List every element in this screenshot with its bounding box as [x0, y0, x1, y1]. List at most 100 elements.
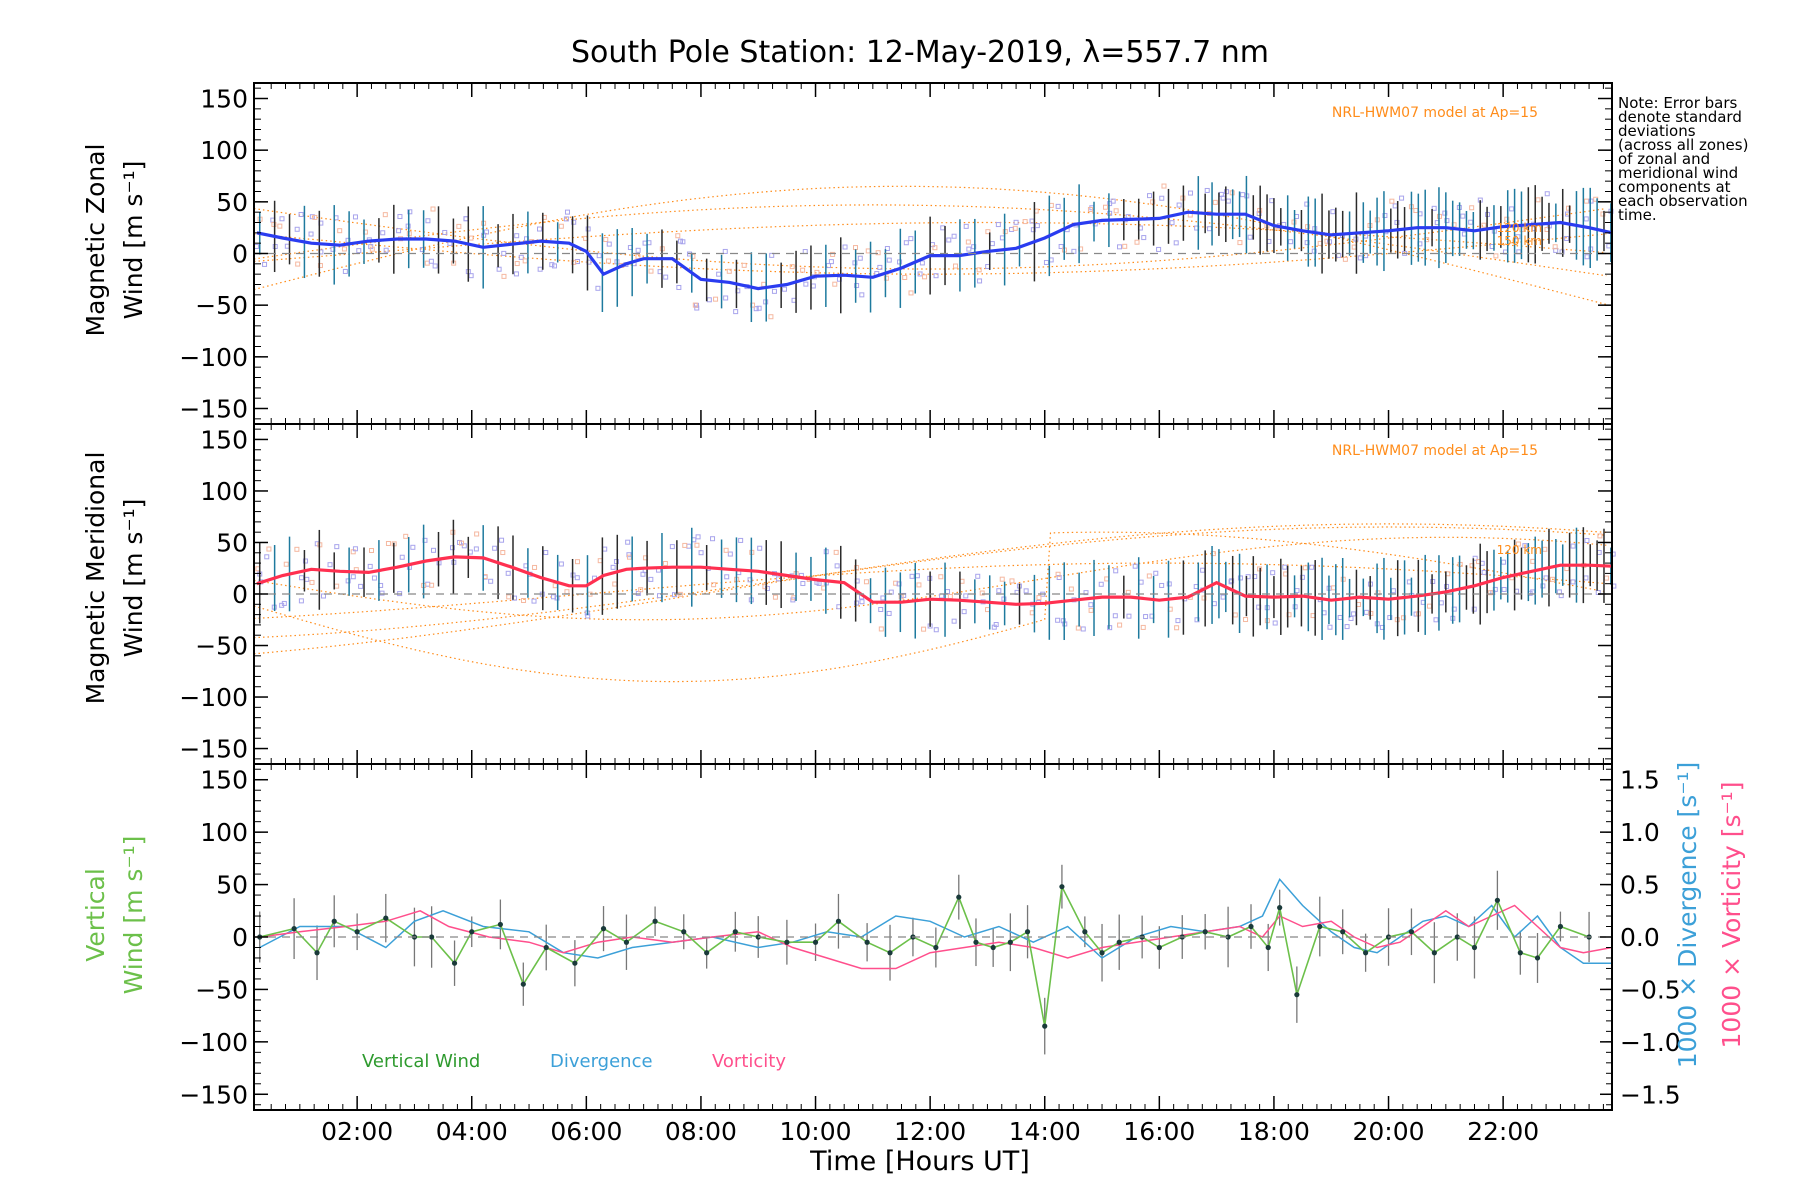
zone-point — [595, 285, 601, 291]
zone-point — [1444, 218, 1450, 224]
zone-point — [1600, 211, 1606, 217]
zone-point — [612, 581, 618, 587]
zone-point — [635, 247, 641, 253]
zonal-ylabel-line2: Wind [m s⁻¹] — [119, 161, 148, 320]
zone-point — [648, 268, 654, 274]
zone-point — [610, 564, 616, 570]
vertical-wind-point — [933, 944, 939, 951]
vertical-error-bars — [259, 864, 1590, 1055]
zone-point — [549, 262, 555, 268]
zone-point — [706, 297, 712, 303]
zone-point — [1431, 205, 1437, 211]
zone-point — [669, 544, 675, 550]
zone-point — [496, 266, 502, 272]
zone-point — [1382, 213, 1388, 219]
zone-point — [878, 606, 884, 612]
zone-point — [1542, 546, 1548, 552]
zone-point — [878, 626, 884, 632]
note-line: each observation — [1618, 192, 1748, 210]
vertical-wind-point — [291, 926, 297, 932]
zone-point — [710, 536, 716, 542]
zone-point — [1200, 567, 1206, 573]
meridional-model-label: NRL-HWM07 model at Ap=15 — [1332, 443, 1538, 459]
zone-point — [857, 255, 863, 261]
zonal-series — [256, 210, 1613, 291]
zone-point — [1247, 234, 1253, 240]
model-curve — [253, 562, 1607, 619]
zone-point — [756, 305, 762, 311]
zone-point — [1237, 240, 1243, 246]
zone-point — [385, 540, 391, 546]
zone-point — [711, 582, 717, 588]
vertical-wind-point — [784, 939, 790, 945]
zone-point — [757, 545, 763, 551]
zone-point — [1237, 575, 1243, 581]
zone-point — [262, 261, 268, 267]
zone-point — [886, 257, 892, 263]
zone-point — [1080, 626, 1086, 632]
zone-point — [821, 585, 827, 591]
zone-point — [1531, 226, 1537, 232]
zone-point — [397, 214, 403, 220]
zone-point — [695, 534, 701, 540]
zone-point — [330, 246, 336, 252]
y-tick-label: 150 — [200, 85, 248, 114]
zone-point — [1375, 590, 1381, 596]
zone-point — [461, 543, 467, 549]
vertical-wind-point — [1454, 934, 1460, 940]
zone-point — [537, 266, 543, 272]
zone-point — [875, 250, 881, 256]
zone-point — [266, 546, 272, 552]
vertical-wind-point — [1408, 929, 1415, 935]
zone-point — [886, 610, 892, 616]
vertical-wind-point — [1265, 944, 1271, 951]
vertical-wind-point — [704, 950, 710, 956]
zone-point — [724, 574, 730, 580]
zone-point — [694, 305, 700, 311]
zone-point — [1469, 205, 1475, 211]
zone-point — [603, 237, 609, 243]
zone-point — [1122, 243, 1128, 249]
zone-point — [716, 271, 722, 277]
zone-point — [473, 546, 479, 552]
zone-point — [908, 236, 914, 242]
zone-point — [995, 222, 1001, 228]
zone-point — [833, 549, 839, 555]
zone-point — [859, 292, 865, 298]
zone-point — [989, 241, 995, 247]
zone-point — [501, 273, 507, 279]
zone-point — [1522, 543, 1528, 549]
chart-title: South Pole Station: 12-May-2019, λ=557.7… — [571, 35, 1269, 70]
zone-point — [1535, 197, 1541, 203]
vorticity-line — [259, 904, 1613, 970]
zone-point — [966, 246, 972, 252]
zone-point — [429, 582, 435, 588]
zone-point — [680, 239, 686, 245]
zone-point — [854, 565, 860, 571]
zone-point — [1433, 617, 1439, 623]
zone-point — [294, 546, 300, 552]
vertical-wind-point — [990, 944, 996, 951]
zone-point — [1438, 600, 1444, 606]
zone-point — [1055, 617, 1061, 623]
zone-point — [431, 547, 437, 553]
zone-point — [299, 575, 305, 581]
zonal-model-label: NRL-HWM07 model at Ap=15 — [1332, 105, 1538, 121]
zone-point — [459, 540, 465, 546]
zone-point — [345, 237, 351, 243]
zone-point — [1225, 198, 1231, 204]
zone-point — [501, 250, 507, 256]
zone-point — [1504, 216, 1510, 222]
zonal-axes: 150 100 50 0 −50 −100 −150 — [179, 82, 1613, 425]
zone-point — [932, 245, 938, 251]
zone-point — [1169, 220, 1175, 226]
zonal-model-km-label: 120 km — [1497, 221, 1542, 235]
vertical-wind-point — [1517, 950, 1523, 956]
zone-point — [309, 579, 315, 585]
zone-point — [722, 248, 728, 254]
zone-point — [371, 575, 377, 581]
zone-point — [916, 582, 922, 588]
vertical-wind-point — [451, 960, 458, 966]
vertical-wind-point — [314, 950, 320, 956]
vertical-wind-point — [835, 918, 842, 924]
